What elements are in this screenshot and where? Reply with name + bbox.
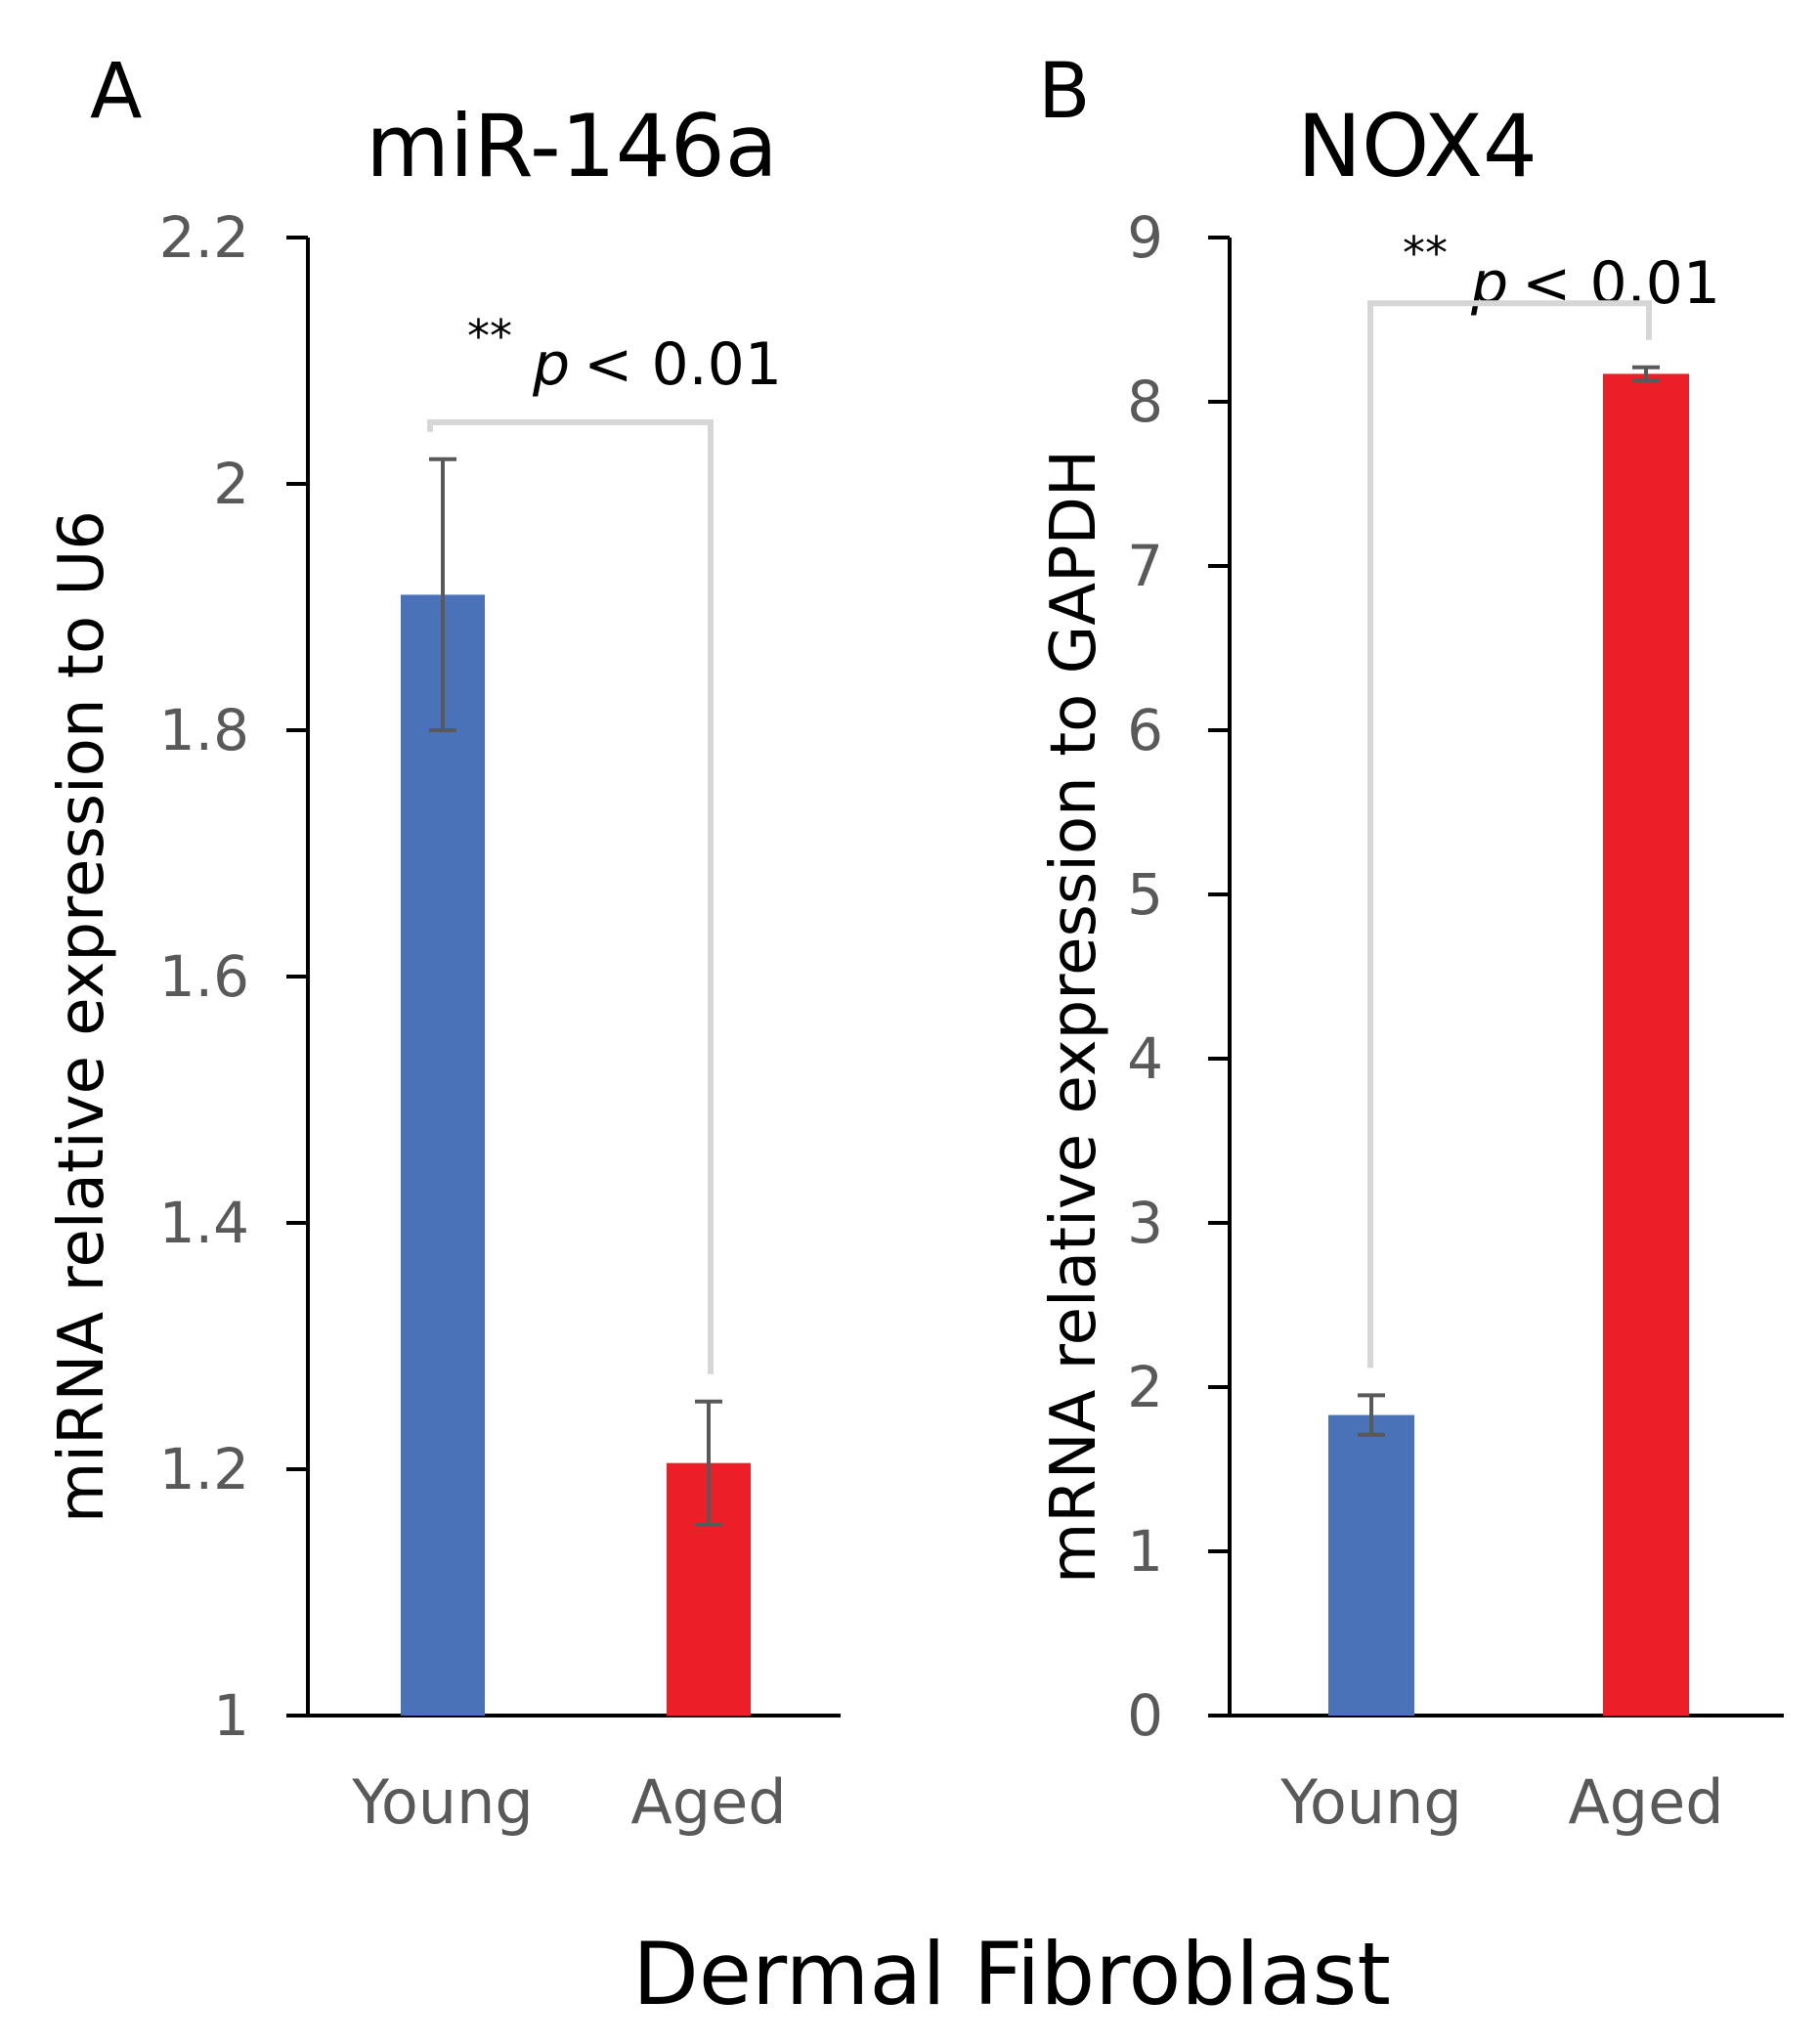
x-ticks-b: Young Aged (1279, 1766, 1723, 1838)
y-tick-label: 1 (213, 1682, 249, 1749)
panel-letter-b: B (1038, 48, 1091, 136)
y-tick-label: 0 (1127, 1682, 1163, 1749)
panel-letter-a: A (90, 48, 142, 136)
y-tick-label: 3 (1127, 1190, 1163, 1256)
panel-b: B NOX4 mRNA relative expression to GAPDH… (1038, 48, 1784, 1838)
significance-bracket (1367, 300, 1652, 1369)
bars-b (1328, 365, 1689, 1717)
y-axis-label-b: mRNA relative expression to GAPDH (1038, 450, 1110, 1584)
y-ticks-a: 1 1.2 1.4 1.6 1.8 2 2.2 (159, 204, 841, 1749)
y-tick-label: 6 (1127, 697, 1163, 763)
p-symbol-b: p (1470, 249, 1508, 318)
y-tick-label: 1 (1127, 1518, 1163, 1585)
x-tick-label: Aged (630, 1766, 786, 1838)
significance-stars-b: ** (1403, 227, 1448, 280)
y-tick-label: 9 (1127, 204, 1163, 271)
chart-title-a: miR-146a (366, 96, 777, 196)
significance-stars-a: ** (467, 310, 512, 363)
y-tick-label: 8 (1127, 369, 1163, 435)
p-threshold-a: < 0.01 (584, 330, 782, 399)
y-tick-label: 2 (1127, 1354, 1163, 1420)
panel-a: A miR-146a miRNA relative expression to … (46, 48, 841, 1838)
y-tick-label: 1.4 (159, 1190, 249, 1256)
y-tick-label: 1.2 (159, 1436, 249, 1502)
bar-aged (1603, 373, 1689, 1717)
chart-title-b: NOX4 (1297, 96, 1538, 196)
x-axis-label: Dermal Fibroblast (632, 1924, 1391, 2024)
y-tick-label: 2 (213, 451, 249, 517)
significance-p-value-a: p < 0.01 (532, 330, 782, 399)
p-threshold-b: < 0.01 (1522, 249, 1720, 318)
y-tick-label: 1.6 (159, 943, 249, 1010)
bar-young (1328, 1414, 1414, 1716)
y-ticks-b: 0 1 2 3 4 5 6 7 8 9 (1127, 204, 1784, 1749)
y-tick-label: 5 (1127, 861, 1163, 928)
x-tick-label: Young (351, 1766, 534, 1838)
significance-b: ** p < 0.01 (1367, 227, 1720, 1369)
y-tick-label: 4 (1127, 1025, 1163, 1092)
significance-bracket (427, 419, 714, 1374)
x-tick-label: Young (1279, 1766, 1462, 1838)
y-tick-label: 1.8 (159, 697, 249, 763)
significance-p-value-b: p < 0.01 (1470, 249, 1720, 318)
significance-a: ** p < 0.01 (427, 310, 782, 1374)
y-tick-label: 7 (1127, 533, 1163, 599)
bar-young (401, 594, 485, 1716)
bars-a (401, 457, 751, 1716)
x-ticks-a: Young Aged (351, 1766, 786, 1838)
x-tick-label: Aged (1568, 1766, 1723, 1838)
y-axis-label-a: miRNA relative expression to U6 (46, 510, 118, 1523)
y-tick-label: 2.2 (159, 204, 249, 271)
p-symbol-a: p (532, 330, 570, 399)
